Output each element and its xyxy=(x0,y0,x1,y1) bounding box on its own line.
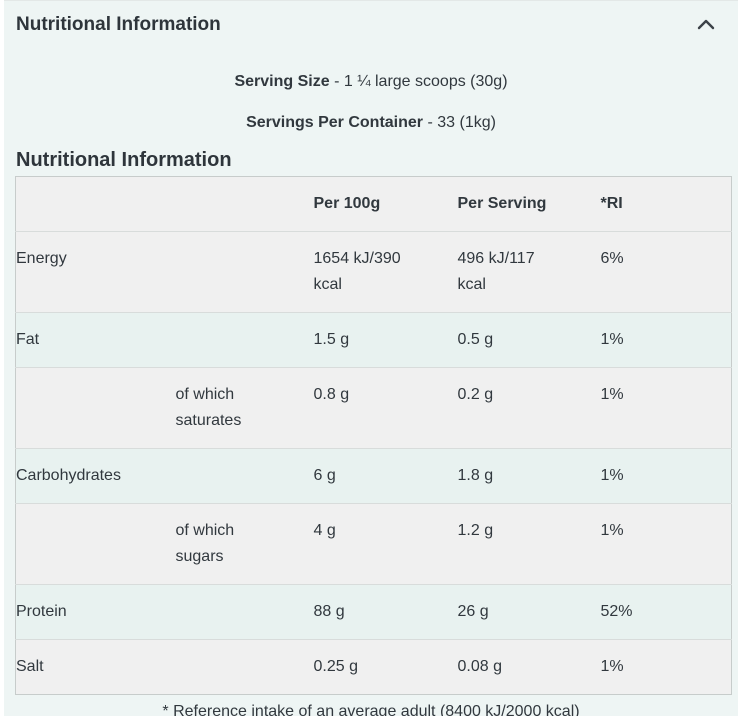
table-row-salt: Salt 0.25 g 0.08 g 1% xyxy=(15,639,732,695)
table-row-energy: Energy 1654 kJ/390 kcal 496 kJ/117 kcal … xyxy=(15,231,732,313)
nutrient-subname xyxy=(176,449,314,504)
accordion-header-nutritional-information[interactable]: Nutritional Information xyxy=(4,1,738,36)
value-ri: 1% xyxy=(600,467,624,484)
nutrition-accordion-panel: Nutritional Information Serving Size - 1… xyxy=(4,0,738,716)
nutrient-name: Protein xyxy=(16,603,67,620)
column-header-per-100g: Per 100g xyxy=(313,195,381,212)
value-ri: 1% xyxy=(600,658,624,675)
nutrient-subname xyxy=(176,640,314,695)
nutrient-name: Salt xyxy=(16,658,44,675)
table-header-row: Per 100g Per Serving *RI xyxy=(15,176,732,232)
chevron-up-icon[interactable] xyxy=(696,17,716,31)
column-header-per-serving: Per Serving xyxy=(457,195,547,212)
nutrient-subname xyxy=(176,313,314,368)
nutrient-subname: of which sugars xyxy=(175,522,235,565)
value-per-serving: 26 g xyxy=(457,603,489,620)
value-per-100g: 6 g xyxy=(313,467,336,484)
value-per-100g: 0.25 g xyxy=(313,658,358,675)
nutrition-table: Per 100g Per Serving *RI Energy 1654 kJ/… xyxy=(15,176,732,695)
column-header-ri: *RI xyxy=(600,195,623,212)
column-header-blank xyxy=(16,177,314,232)
nutrient-name: Carbohydrates xyxy=(16,467,121,484)
servings-per-container-label: Servings Per Container xyxy=(246,114,424,131)
value-ri: 1% xyxy=(600,522,624,539)
value-ri: 52% xyxy=(600,603,633,620)
accordion-title: Nutritional Information xyxy=(16,14,221,35)
servings-per-container-value: - 33 (1kg) xyxy=(427,114,496,131)
value-ri: 6% xyxy=(600,250,624,267)
value-per-100g: 0.8 g xyxy=(313,386,350,403)
value-ri: 1% xyxy=(600,331,624,348)
serving-size-line: Serving Size - 1 ¼ large scoops (30g) xyxy=(4,72,738,91)
table-row-carbohydrates: Carbohydrates 6 g 1.8 g 1% xyxy=(15,448,732,504)
value-per-100g: 4 g xyxy=(313,522,336,539)
nutrient-subname: of which saturates xyxy=(175,386,242,429)
nutrition-table-title: Nutritional Information xyxy=(16,149,232,171)
nutrient-name: Fat xyxy=(16,331,40,348)
value-per-100g: 1.5 g xyxy=(313,331,350,348)
value-per-serving: 1.2 g xyxy=(457,522,494,539)
value-per-serving: 0.2 g xyxy=(457,386,494,403)
value-per-serving: 0.08 g xyxy=(457,658,502,675)
value-per-100g: 1654 kJ/390 kcal xyxy=(313,250,401,293)
nutrient-name xyxy=(16,504,176,585)
table-row-fat: Fat 1.5 g 0.5 g 1% xyxy=(15,312,732,368)
nutrient-subname xyxy=(176,585,314,640)
table-row-saturates: of which saturates 0.8 g 0.2 g 1% xyxy=(15,367,732,449)
value-per-serving: 0.5 g xyxy=(457,331,494,348)
table-row-sugars: of which sugars 4 g 1.2 g 1% xyxy=(15,503,732,585)
nutrient-name: Energy xyxy=(16,250,67,267)
table-row-protein: Protein 88 g 26 g 52% xyxy=(15,584,732,640)
serving-size-value: - 1 ¼ large scoops (30g) xyxy=(334,73,508,90)
value-per-100g: 88 g xyxy=(313,603,345,620)
value-ri: 1% xyxy=(600,386,624,403)
reference-intake-footnote: * Reference intake of an average adult (… xyxy=(162,703,580,716)
nutrient-name xyxy=(16,368,176,449)
value-per-serving: 1.8 g xyxy=(457,467,494,484)
servings-per-container-line: Servings Per Container - 33 (1kg) xyxy=(4,113,738,132)
serving-size-label: Serving Size xyxy=(234,73,330,90)
nutrient-subname xyxy=(176,232,314,313)
value-per-serving: 496 kJ/117 kcal xyxy=(457,250,535,293)
